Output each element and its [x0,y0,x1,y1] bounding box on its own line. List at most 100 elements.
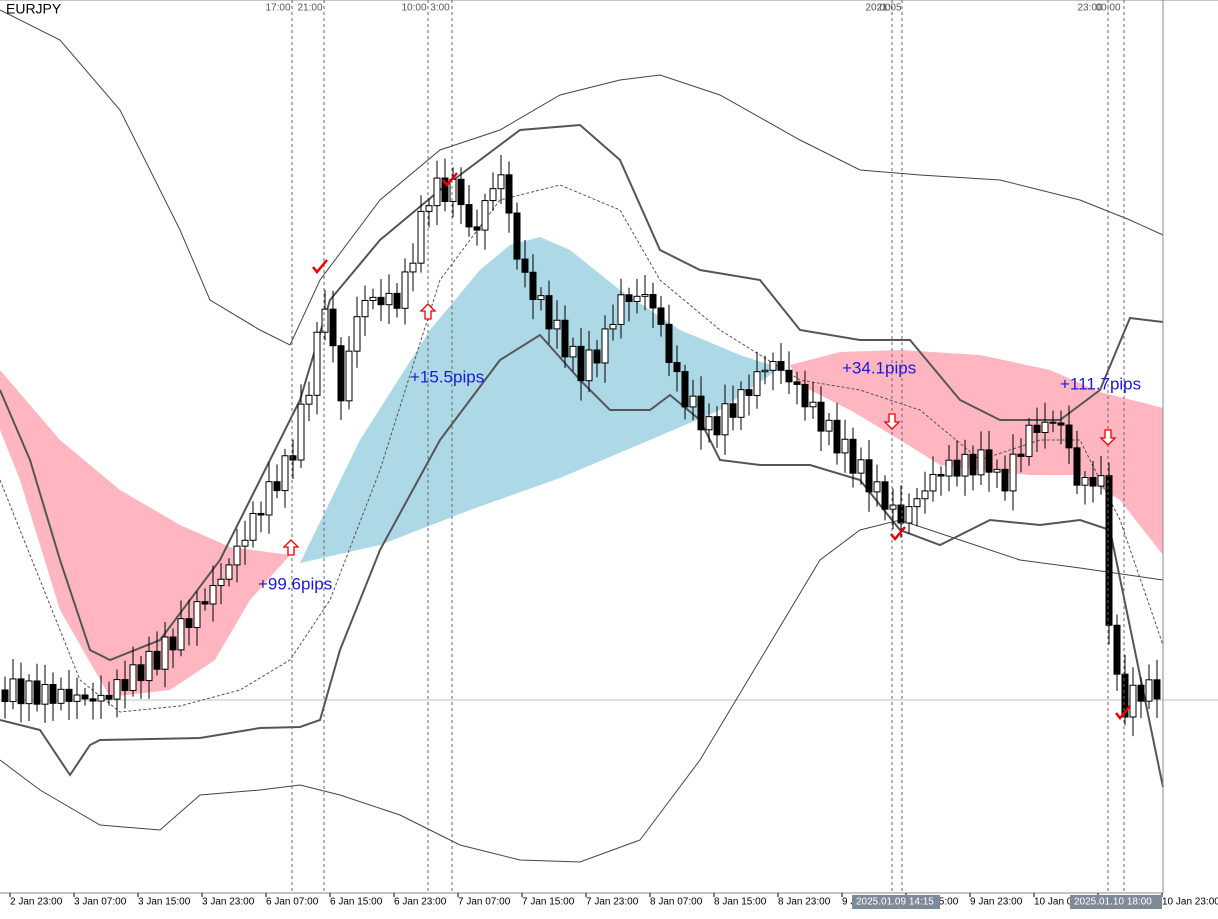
session-time: 21:00 [297,3,322,14]
x-axis-label: 6 Jan 07:00 [266,897,319,908]
candle-body [33,680,41,705]
candle-body [1,689,9,703]
candle-body [793,381,801,385]
candle-body [313,331,321,396]
check-mark [442,172,458,187]
candle-body [249,512,257,541]
candle-body [353,316,361,352]
candle-body [297,403,305,461]
candle-body [481,200,489,231]
candle-body [49,684,57,704]
candle-body [65,688,73,702]
candle-body [561,319,569,358]
candle-body [745,389,753,396]
candle-body [1105,475,1113,626]
candle-body [729,403,737,418]
candle-body [97,694,105,702]
candle-body [473,226,481,231]
candle-body [889,504,897,510]
candle-body [617,294,625,325]
sell-zone [0,370,290,697]
candle-body [921,490,929,500]
candle-body [25,680,33,705]
candle-body [169,636,177,651]
candle-body [689,395,697,408]
candle-body [809,401,817,408]
candle-body [89,698,97,702]
x-axis-label: 6 Jan 23:00 [394,897,447,908]
candle-body [337,345,345,402]
candle-body [569,345,577,358]
candle-body [849,438,857,474]
trade-result: +99.6pips [258,574,332,593]
arrow-signal [282,539,300,556]
candle-body [9,678,17,703]
outer-band-lower [0,519,1164,863]
candle-body [537,295,545,300]
candle-body [417,210,425,264]
check-mark [312,259,328,274]
candle-body [961,453,969,477]
candle-body [497,174,505,190]
candle-body [113,679,121,700]
candle-body [105,694,113,700]
session-time: 21:05 [876,3,901,14]
x-axis-label: 3 Jan 15:00 [138,897,191,908]
candle-body [505,174,513,214]
candle-body [969,453,977,476]
x-axis-label: 10 Jan 07:00 [1034,897,1092,908]
x-axis-label: 10 Jan 23:00 [1162,897,1218,908]
candle-body [329,308,337,347]
candle-body [409,262,417,273]
candle-body [217,578,225,587]
candle-body [753,371,761,396]
candle-body [553,319,561,330]
candle-body [145,650,153,682]
symbol: EURJPY [6,1,62,17]
candle-body [545,295,553,330]
candle-body [625,294,633,302]
candle-body [1145,679,1153,702]
candle-body [137,664,145,682]
candle-body [425,205,433,212]
session-time: 17:00 [265,3,290,14]
candle-body [633,295,641,302]
session-lines [291,0,1125,893]
candle-body [1129,684,1137,718]
inner-band-upper [0,123,1164,662]
signals [282,172,1131,720]
candle-body [593,349,601,364]
candle-body [601,328,609,364]
candle-body [489,188,497,202]
candle-body [657,307,665,325]
sell-zone [790,350,1163,555]
candle-body [1137,684,1145,702]
crosshair-date-box [852,895,940,909]
x-axis-label: 3 Jan 07:00 [74,897,127,908]
x-axis-label: 8 Jan 23:00 [778,897,831,908]
candle-body [257,512,265,516]
candle-body [993,468,1001,473]
candle-body [641,294,649,297]
candle-body [121,679,129,691]
candle-body [17,678,25,705]
candle-body [801,383,809,408]
candle-body [929,473,937,492]
candle-body [457,178,465,206]
inner-band-lower [0,333,1164,788]
candle-body [897,504,905,524]
candle-body [833,419,841,454]
session-time: 10:00 [401,3,426,14]
candle-body [273,481,281,492]
candle-body [153,650,161,670]
candle-body [577,345,585,382]
arrow-signal [1099,429,1117,446]
candle-body [73,694,81,702]
outer-band-upper [0,9,1164,346]
candle-body [129,664,137,691]
candle-body [761,369,769,373]
candle-body [649,294,657,309]
candle-body [233,545,241,566]
